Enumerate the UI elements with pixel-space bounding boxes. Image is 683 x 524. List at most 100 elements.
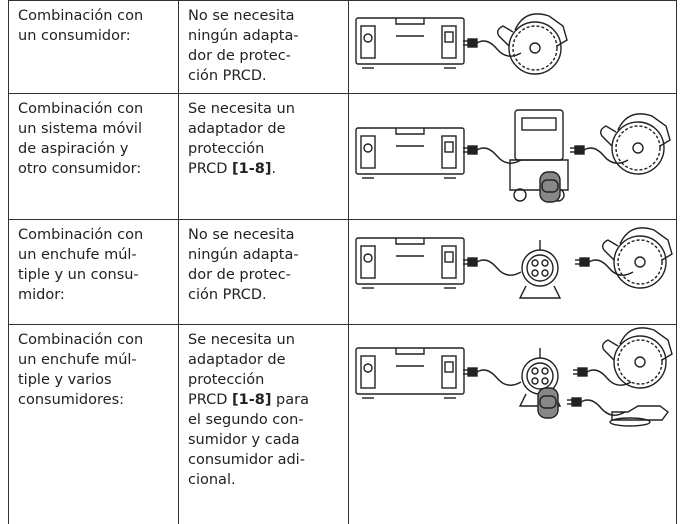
text-line: ción PRCD. xyxy=(188,66,299,86)
row-rule xyxy=(8,93,676,94)
sander-icon xyxy=(609,405,669,427)
plug-icon xyxy=(462,257,522,276)
combination-cell: Combinación con un consumidor: xyxy=(18,6,143,46)
requirement-cell: Se necesita un adaptador de protección PRCD… xyxy=(188,99,295,179)
text-line: el segundo con- xyxy=(188,410,309,430)
text-line: Se necesita un xyxy=(188,330,309,350)
text: un sistema móvil xyxy=(18,121,142,137)
text-line: midor: xyxy=(18,285,143,305)
saw-icon xyxy=(601,327,673,389)
text-line: tiple y un consu- xyxy=(18,265,143,285)
text: consumidores: xyxy=(18,392,125,408)
case-icon xyxy=(355,347,465,399)
plug-icon xyxy=(572,367,632,386)
text-line: No se necesita xyxy=(188,225,299,245)
text: Combinación con xyxy=(18,101,144,117)
text: para xyxy=(271,392,309,408)
case-icon xyxy=(355,127,465,179)
text: PRCD xyxy=(188,161,232,177)
text-line: ningún adapta- xyxy=(188,26,299,46)
case-icon xyxy=(355,17,465,69)
text-line: Combinación con xyxy=(18,6,143,26)
text: un enchufe múl- xyxy=(18,352,137,368)
plug-icon xyxy=(462,38,522,57)
text-line: un sistema móvil xyxy=(18,119,143,139)
text-line: Combinación con xyxy=(18,99,143,119)
text-line: PRCD [1-8]. xyxy=(188,159,295,179)
text-line: adaptador de xyxy=(188,350,309,370)
adapter-icon xyxy=(537,387,559,419)
text: consumidor adi- xyxy=(188,452,305,468)
text-line: Se necesita un xyxy=(188,99,295,119)
plug-icon xyxy=(574,257,634,276)
column-rule xyxy=(8,0,9,524)
text: dor de protec- xyxy=(188,267,291,283)
requirement-cell: No se necesita ningún adapta-dor de prote… xyxy=(188,225,299,305)
case-icon xyxy=(355,237,465,289)
requirement-cell: Se necesita un adaptador de protección PRCD… xyxy=(188,330,309,490)
text-line: sumidor y cada xyxy=(188,430,309,450)
reference: [1-8] xyxy=(232,392,272,408)
column-rule xyxy=(348,0,349,524)
text: tiple y varios xyxy=(18,372,112,388)
text: de aspiración y xyxy=(18,141,129,157)
text-line: tiple y varios xyxy=(18,370,143,390)
text: Se necesita un xyxy=(188,332,295,348)
text: ningún adapta- xyxy=(188,28,299,44)
text: sumidor y cada xyxy=(188,432,300,448)
text-line: un enchufe múl- xyxy=(18,245,143,265)
text-line: ningún adapta- xyxy=(188,245,299,265)
text-line: protección xyxy=(188,139,295,159)
text: midor: xyxy=(18,287,65,303)
row-rule xyxy=(8,0,676,1)
text-line: Combinación con xyxy=(18,225,143,245)
text: No se necesita xyxy=(188,227,295,243)
reel-icon xyxy=(519,239,561,299)
text-line: cional. xyxy=(188,470,309,490)
text-line: un consumidor: xyxy=(18,26,143,46)
text-line: dor de protec- xyxy=(188,265,299,285)
text: Combinación con xyxy=(18,332,144,348)
adapter-icon xyxy=(539,171,561,203)
text: otro consumidor: xyxy=(18,161,142,177)
text: ningún adapta- xyxy=(188,247,299,263)
text-line: ción PRCD. xyxy=(188,285,299,305)
saw-icon xyxy=(599,113,671,175)
text-line: Combinación con xyxy=(18,330,143,350)
combination-cell: Combinación con un enchufe múl-tiple y va… xyxy=(18,330,143,410)
text-line: adaptador de xyxy=(188,119,295,139)
text: un consumidor: xyxy=(18,28,131,44)
combination-cell: Combinación con un enchufe múl-tiple y un… xyxy=(18,225,143,305)
text: el segundo con- xyxy=(188,412,304,428)
text: protección xyxy=(188,141,265,157)
text: Combinación con xyxy=(18,227,144,243)
text-line: un enchufe múl- xyxy=(18,350,143,370)
plug-icon xyxy=(462,367,522,386)
row-rule xyxy=(8,219,676,220)
text: cional. xyxy=(188,472,236,488)
saw-icon xyxy=(601,227,673,289)
text-line: otro consumidor: xyxy=(18,159,143,179)
text-line: dor de protec- xyxy=(188,46,299,66)
text-line: consumidores: xyxy=(18,390,143,410)
text: adaptador de xyxy=(188,121,286,137)
text-line: PRCD [1-8] para xyxy=(188,390,309,410)
text: tiple y un consu- xyxy=(18,267,139,283)
requirement-cell: No se necesita ningún adapta-dor de prote… xyxy=(188,6,299,86)
text: ción PRCD. xyxy=(188,68,267,84)
text-line: de aspiración y xyxy=(18,139,143,159)
text: Se necesita un xyxy=(188,101,295,117)
saw-icon xyxy=(496,13,568,75)
text: No se necesita xyxy=(188,8,295,24)
text: dor de protec- xyxy=(188,48,291,64)
text-line: protección xyxy=(188,370,309,390)
combination-cell: Combinación con un sistema móvil de aspira… xyxy=(18,99,143,179)
column-rule xyxy=(178,0,179,524)
text-line: consumidor adi- xyxy=(188,450,309,470)
text: Combinación con xyxy=(18,8,144,24)
text: ción PRCD. xyxy=(188,287,267,303)
text-line: No se necesita xyxy=(188,6,299,26)
text: . xyxy=(271,161,277,177)
